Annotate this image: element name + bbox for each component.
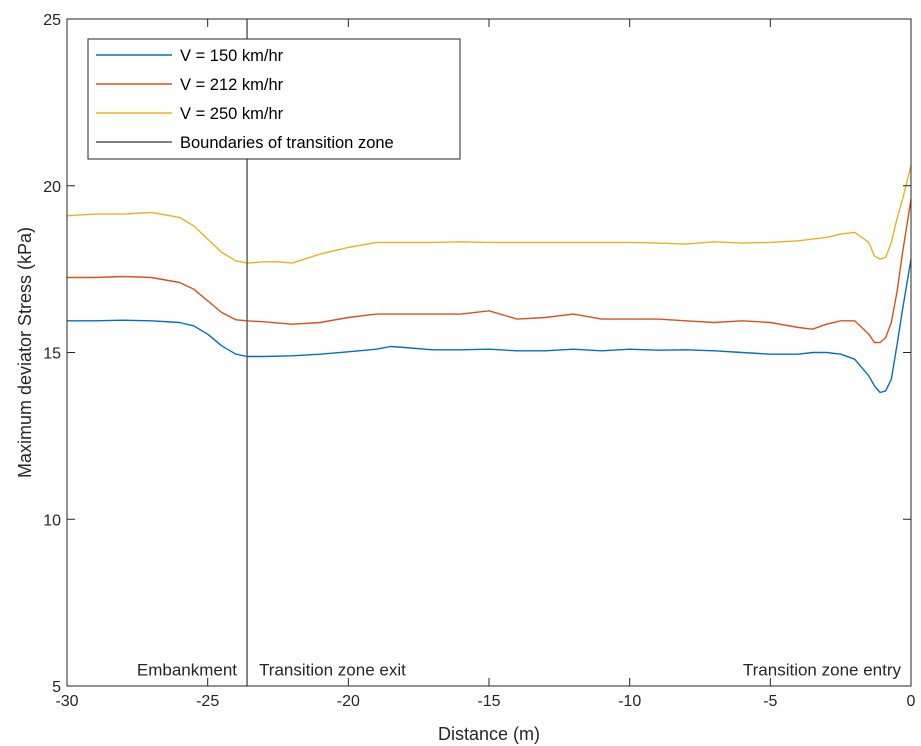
x-tick-label: -10	[618, 693, 641, 710]
series-line-2	[67, 198, 912, 344]
x-tick-label: -5	[763, 693, 777, 710]
x-tick-label: -15	[477, 693, 500, 710]
x-axis-title: Distance (m)	[438, 724, 540, 744]
y-axis-title: Maximum deviator Stress (kPa)	[15, 227, 35, 478]
y-tick-label: 20	[43, 179, 61, 196]
legend-box	[87, 38, 461, 160]
y-tick-label: 5	[52, 679, 61, 696]
x-tick-label: -30	[55, 693, 78, 710]
series-layer	[66, 165, 912, 394]
legend-entry-label: V = 212 km/hr	[180, 76, 284, 94]
annotation-layer: Embankment Transition zone exit Transition…	[137, 660, 902, 679]
axes-layer: -30 -25 -20 -15 -10 -5 0 5 10 15 20 25	[43, 12, 915, 710]
legend-entry-label: Boundaries of transition zone	[180, 134, 394, 152]
annotation-label: Transition zone exit	[259, 660, 406, 679]
x-tick-label: -20	[337, 693, 360, 710]
x-tick-label: 0	[907, 693, 916, 710]
annotation-label: Embankment	[137, 660, 237, 679]
legend: V = 150 km/hr V = 212 km/hr V = 250 km/hr B…	[87, 38, 461, 160]
y-tick-label: 10	[43, 512, 61, 529]
x-tick-label: -25	[196, 693, 219, 710]
annotation-label: Transition zone entry	[743, 660, 902, 679]
y-tick-label: 25	[43, 12, 61, 29]
legend-entry-label: V = 150 km/hr	[180, 47, 284, 65]
legend-entry-label: V = 250 km/hr	[180, 105, 284, 123]
series-line-1	[67, 258, 912, 394]
y-tick-label: 15	[43, 346, 61, 363]
series-line-3	[66, 165, 912, 264]
